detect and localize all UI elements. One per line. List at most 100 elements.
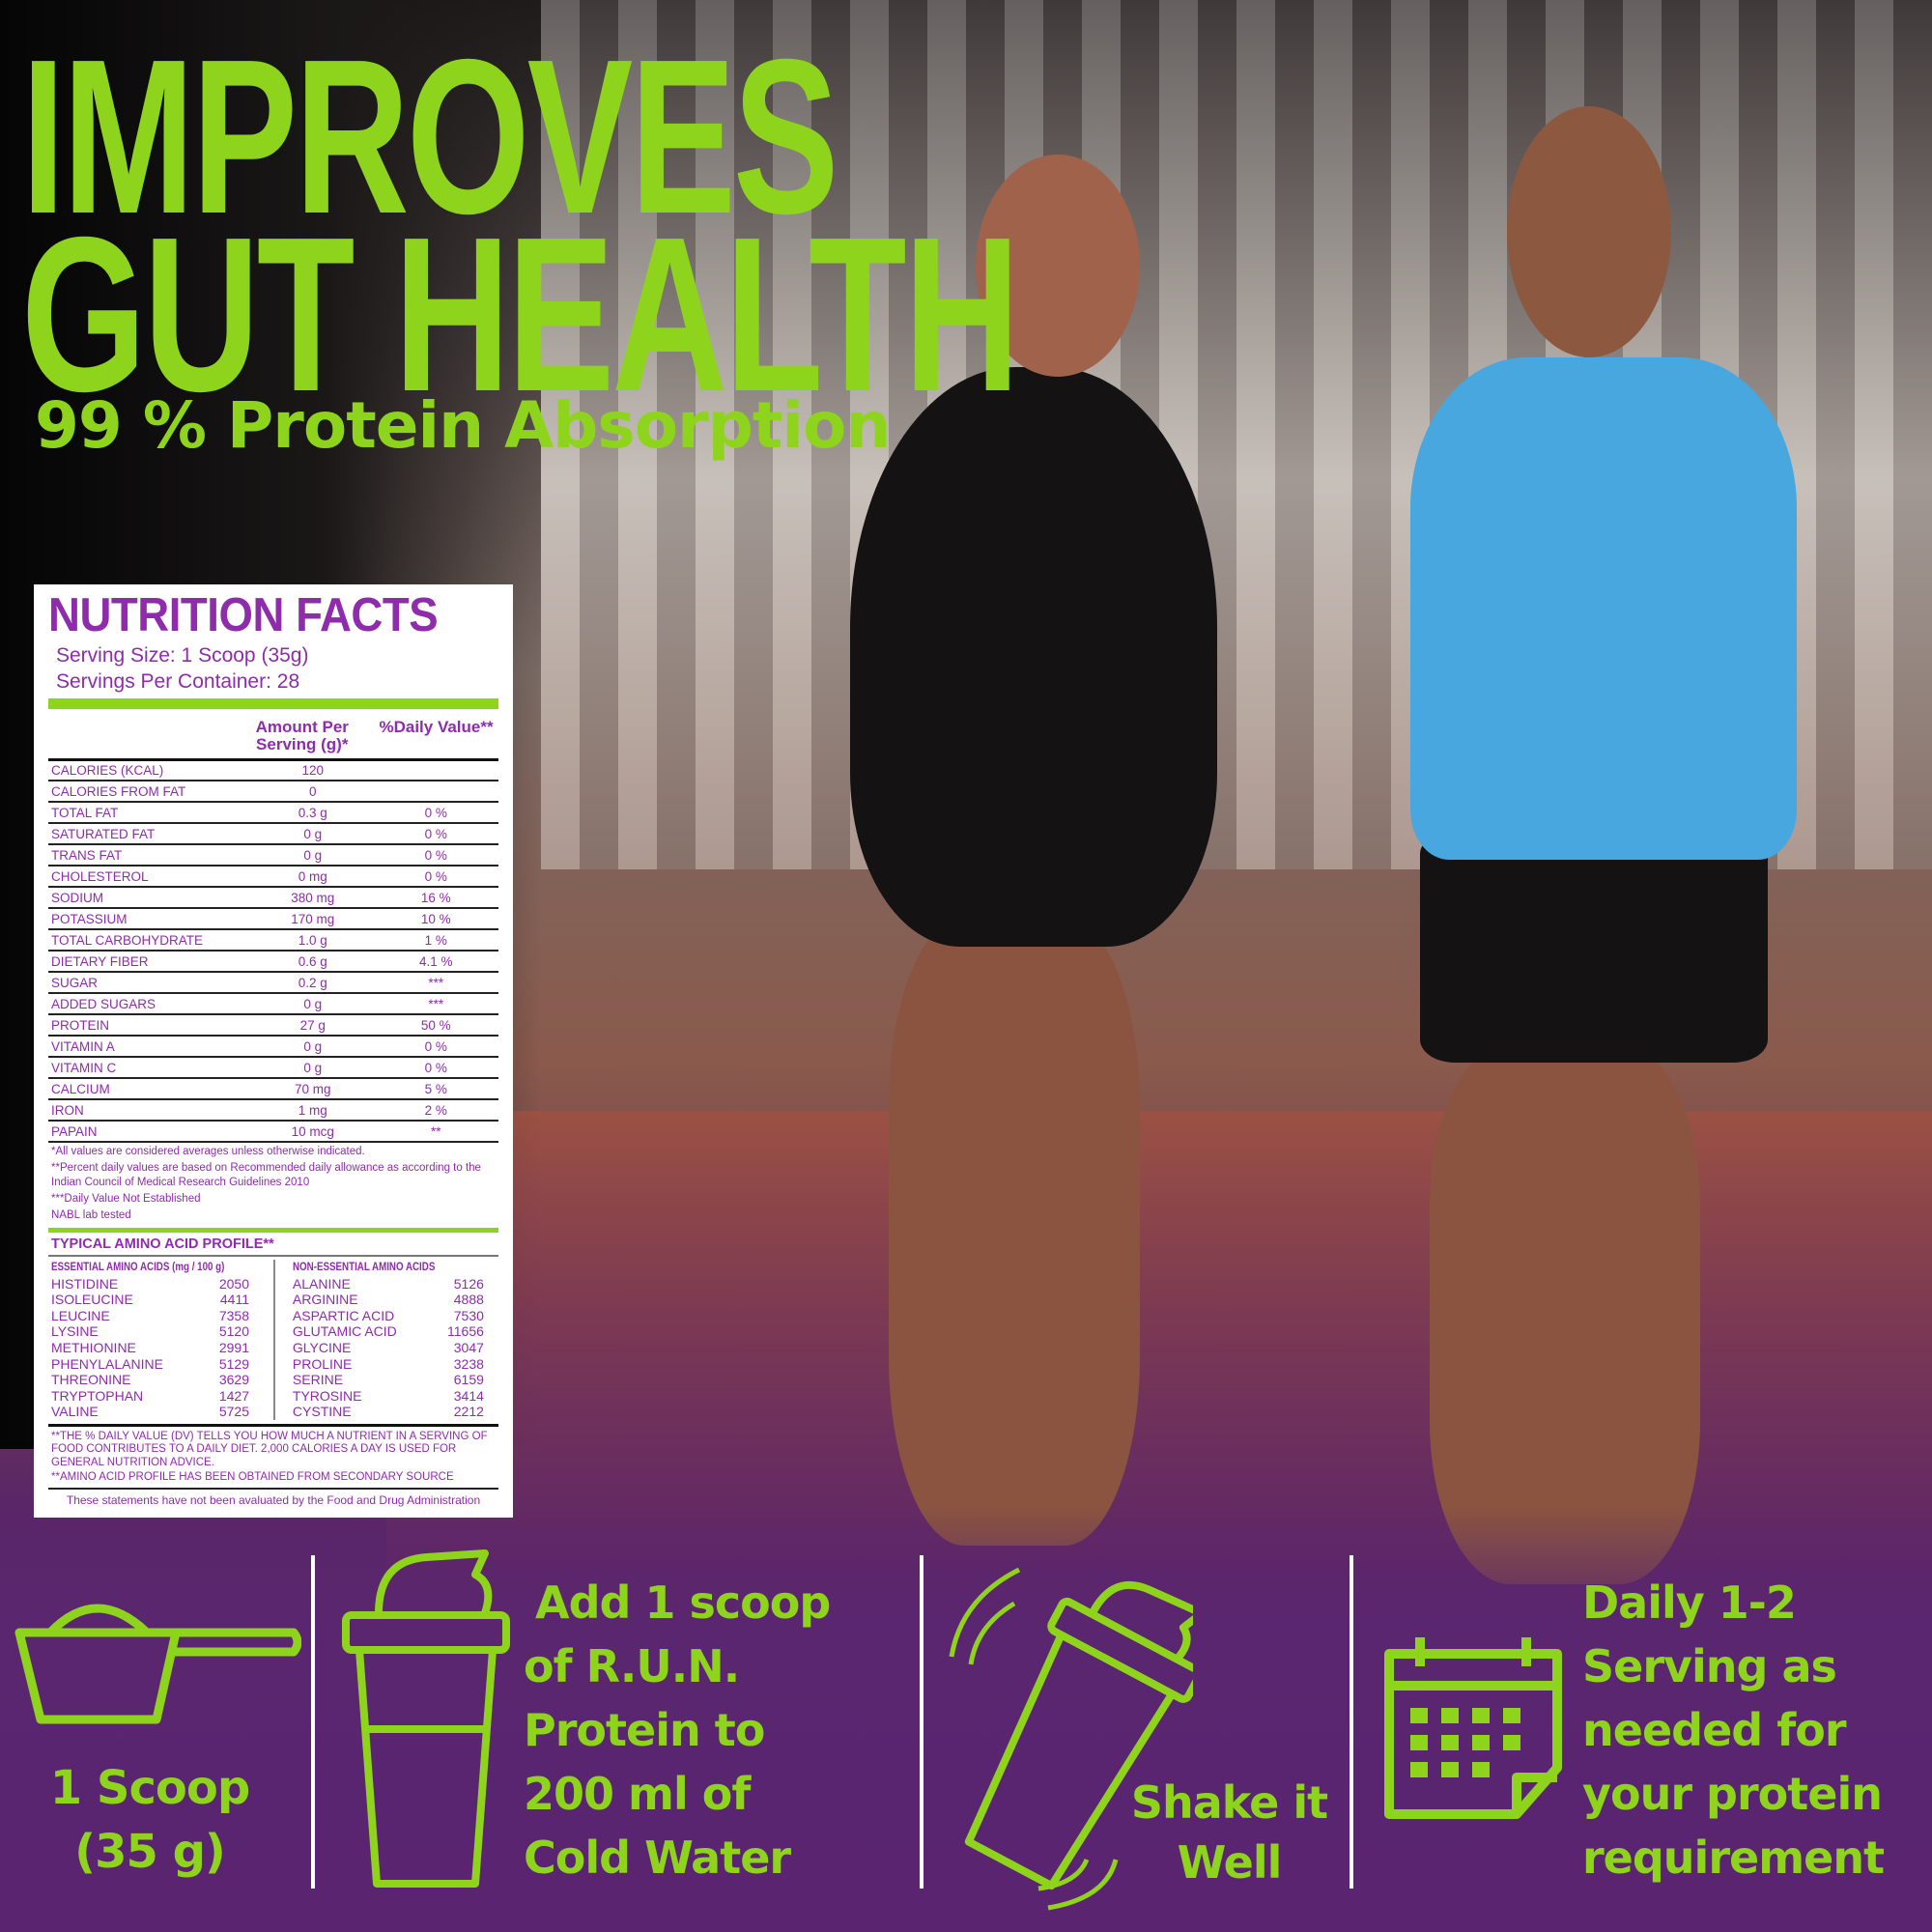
step-line: (35 g) [74,1825,226,1879]
nutrient-name: PAPAIN [51,1123,98,1139]
amino-row: PROLINE 3238 [293,1356,484,1373]
nutrient-daily-value: *** [428,996,444,1011]
amino-name: LEUCINE [51,1307,110,1323]
table-row: SATURATED FAT 0 g 0 % [48,822,498,843]
step-line: Protein to [524,1704,765,1756]
amino-value: 5126 [453,1275,484,1292]
table-row: IRON 1 mg 2 % [48,1098,498,1120]
essential-title: ESSENTIAL AMINO ACIDS (mg / 100 g) [51,1262,225,1273]
table-row: SUGAR 0.2 g *** [48,971,498,992]
step-line: your protein [1582,1768,1883,1820]
serving-size: Serving Size: 1 Scoop (35g) [56,644,309,667]
fda-statement: These statements have not been avaluated… [48,1487,498,1507]
nutrient-amount: 0 mg [298,868,327,884]
amino-value: 2050 [218,1275,249,1292]
step-divider [1350,1555,1353,1889]
amino-value: 3629 [218,1372,249,1388]
step-line: Serving as [1582,1640,1837,1692]
disclaimer: **THE % DAILY VALUE (DV) TELLS YOU HOW M… [48,1423,498,1488]
nutrient-amount: 0 g [303,847,323,863]
green-divider [48,698,498,709]
table-row: ADDED SUGARS 0 g *** [48,992,498,1013]
nutrient-daily-value: 5 % [424,1081,447,1096]
servings-per-container: Servings Per Container: 28 [56,670,300,693]
amino-value: 4411 [219,1292,249,1308]
amino-value: 5129 [218,1355,249,1372]
nutrition-facts-panel: NUTRITION FACTS Serving Size: 1 Scoop (3… [34,584,513,1518]
amino-value: 7358 [218,1307,249,1323]
nutrient-daily-value: *** [428,975,444,990]
nutrient-name: TOTAL CARBOHYDRATE [51,932,204,948]
amino-name: PROLINE [292,1355,353,1372]
col-amount: Amount Per Serving (g)* [255,718,349,753]
runner-left-black-vest [850,367,1217,947]
nutrient-name: CALORIES FROM FAT [51,783,186,799]
nutrient-daily-value: 10 % [420,911,451,926]
amino-table: ESSENTIAL AMINO ACIDS (mg / 100 g) HISTI… [48,1255,498,1420]
nutrition-table: CALORIES (KCAL) 120 CALORIES FROM FAT 0 TOTA… [48,758,498,1141]
step-line: requirement [1582,1832,1885,1884]
amino-row: TYROSINE 3414 [293,1388,484,1405]
nutrient-name: ADDED SUGARS [51,996,156,1011]
nutrient-amount: 0 g [303,996,323,1011]
shaking-bottle-icon [949,1567,1193,1911]
amino-row: HISTIDINE 2050 [51,1276,249,1293]
nutrient-daily-value: 0 % [424,826,447,841]
nutrient-name: IRON [51,1102,84,1118]
amino-row: GLYCINE 3047 [293,1340,484,1356]
nutrient-amount: 1.0 g [298,932,327,948]
nutrient-daily-value: 4.1 % [418,953,453,969]
amino-row: ALANINE 5126 [293,1276,484,1293]
runner-right-shorts [1420,831,1768,1063]
amino-row: THREONINE 3629 [51,1372,249,1388]
step-line: 1 Scoop [49,1761,250,1815]
table-row: TOTAL FAT 0.3 g 0 % [48,801,498,822]
table-row: VITAMIN A 0 g 0 % [48,1035,498,1056]
nutrient-amount: 0 g [303,1060,323,1075]
nonessential-title: NON-ESSENTIAL AMINO ACIDS [292,1262,436,1273]
amino-row: TRYPTOPHAN 1427 [51,1388,249,1405]
essential-amino-column: ESSENTIAL AMINO ACIDS (mg / 100 g) HISTI… [48,1260,273,1420]
table-row: CALORIES FROM FAT 0 [48,780,498,801]
nutrient-amount: 380 mg [291,890,335,905]
amino-name: HISTIDINE [51,1275,119,1292]
amino-name: VALINE [51,1404,99,1420]
table-header: Amount Per Serving (g)* %Daily Value** [48,714,498,758]
amino-value: 3047 [453,1339,484,1355]
step-line: needed for [1582,1704,1847,1756]
nutrient-name: SUGAR [51,975,99,990]
step-3-text: Shake it Well [1125,1773,1333,1892]
runner-left-head [976,155,1140,377]
runner-right-legs [1430,1043,1700,1584]
table-row: POTASSIUM 170 mg 10 % [48,907,498,928]
step-line: Daily 1-2 [1582,1577,1797,1629]
nonessential-amino-column: NON-ESSENTIAL AMINO ACIDS ALANINE 5126 ARG… [272,1260,498,1420]
amino-title: TYPICAL AMINO ACID PROFILE** [51,1236,274,1252]
footnote: *All values are considered averages unle… [51,1146,365,1157]
scoop-icon [14,1604,301,1724]
nutrient-amount: 0.2 g [298,975,327,990]
footnote: NABL lab tested [51,1209,131,1221]
amino-value: 2991 [218,1339,249,1355]
runner-right-head [1507,106,1671,357]
table-row: CHOLESTEROL 0 mg 0 % [48,865,498,886]
amino-row: CYSTINE 2212 [293,1404,484,1420]
amino-name: ALANINE [292,1275,351,1292]
nutrient-name: TRANS FAT [51,847,123,863]
nutrient-name: CALCIUM [51,1081,110,1096]
step-line: Well [1177,1836,1283,1889]
nutrient-amount: 0 g [303,1038,323,1054]
nutrient-daily-value: ** [431,1123,441,1139]
amino-value: 6159 [453,1372,484,1388]
nutrient-name: CALORIES (KCAL) [51,763,164,778]
amino-name: METHIONINE [51,1339,136,1355]
nutrient-daily-value: 0 % [424,805,447,820]
amino-value: 1427 [218,1387,249,1404]
nutrient-amount: 120 [301,763,324,778]
col-daily-value: %Daily Value** [379,718,494,736]
table-row: VITAMIN C 0 g 0 % [48,1056,498,1077]
nutrient-daily-value: 50 % [420,1017,451,1033]
nutrient-name: TOTAL FAT [51,805,119,820]
nutrient-amount: 27 g [299,1017,326,1033]
